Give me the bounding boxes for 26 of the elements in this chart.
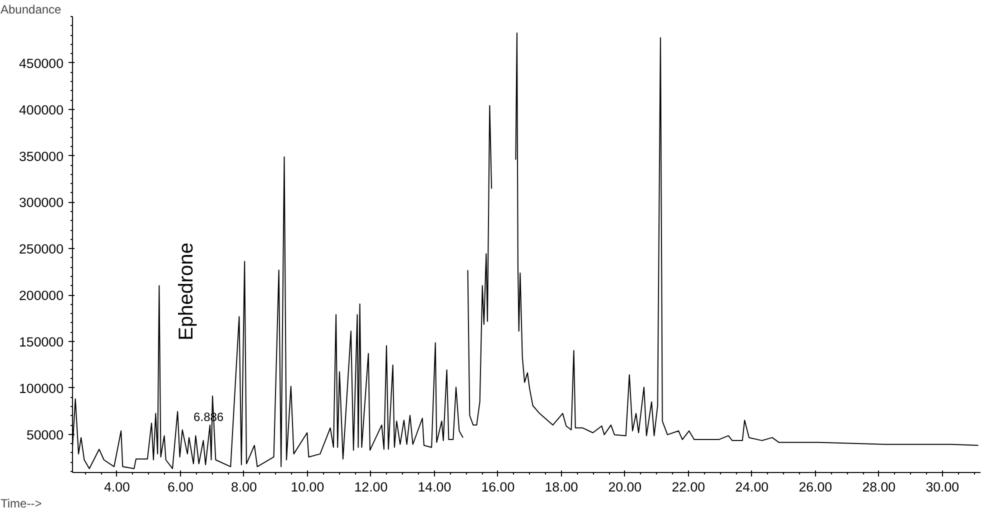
annotation: Ephedrone xyxy=(176,242,198,340)
y-tick-label: 250000 xyxy=(19,242,64,257)
y-tick-label: 200000 xyxy=(19,288,64,304)
y-axis-title: Abundance xyxy=(0,2,62,16)
x-tick-label: 12.00 xyxy=(354,480,388,494)
x-tick-label: 4.00 xyxy=(104,480,130,494)
y-tick-label: 350000 xyxy=(19,148,64,164)
x-tick-label: 10.00 xyxy=(290,480,324,494)
x-tick-label: 14.00 xyxy=(418,480,452,494)
x-tick-label: 18.00 xyxy=(544,480,578,494)
x-tick-label: 24.00 xyxy=(735,480,769,494)
x-tick-label: 20.00 xyxy=(608,480,642,494)
x-tick-label: 6.00 xyxy=(167,480,194,494)
x-tick-label: 30.00 xyxy=(926,480,960,494)
y-tick-label: 450000 xyxy=(19,56,64,71)
y-tick-label: 150000 xyxy=(19,334,64,350)
y-tick-label: 400000 xyxy=(19,102,64,118)
y-tick-label: 300000 xyxy=(19,195,64,210)
x-axis-title: Time--> xyxy=(0,496,42,510)
x-tick-label: 26.00 xyxy=(798,480,832,494)
y-tick-label: 100000 xyxy=(19,380,64,396)
x-tick-label: 16.00 xyxy=(481,480,515,494)
x-tick-label: 22.00 xyxy=(672,480,706,494)
x-tick-label: 8.00 xyxy=(230,480,257,494)
x-tick-label: 28.00 xyxy=(862,480,896,494)
y-tick-label: 50000 xyxy=(26,427,64,442)
